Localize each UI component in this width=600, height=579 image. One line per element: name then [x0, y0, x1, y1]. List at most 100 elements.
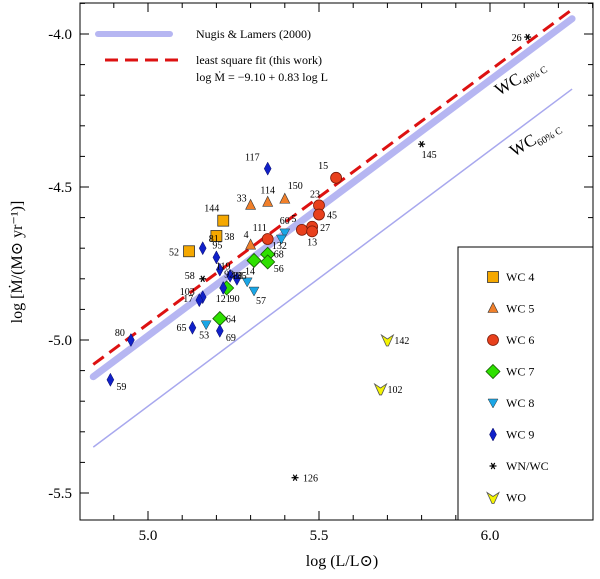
point-label-119: 119 [216, 262, 231, 273]
point-label-45: 45 [327, 211, 337, 222]
wnwc-point-arm [525, 33, 530, 41]
y-tick-label: -4.5 [48, 180, 72, 196]
wc5-point [279, 192, 291, 204]
legend-wc8-marker [487, 398, 499, 409]
point-label-103: 103 [180, 287, 195, 298]
point-label-114: 114 [260, 185, 275, 196]
point-label-126: 126 [303, 474, 318, 485]
wc9-point [226, 268, 234, 283]
wc7-point [260, 254, 276, 270]
wc9-point [106, 372, 115, 387]
wc5-point [245, 198, 257, 210]
legend-wc9-marker [489, 427, 497, 442]
point-label-132: 132 [272, 241, 287, 252]
point-label-145: 145 [422, 150, 437, 161]
point-label-59: 59 [116, 382, 126, 393]
x-tick-label: 6.0 [481, 528, 500, 544]
point-label-111: 111 [253, 223, 267, 234]
x-axis-title: log (L/L⊙) [306, 553, 379, 570]
wnwc-point-arm [200, 275, 205, 283]
legend-wc4-label: WC 4 [506, 270, 534, 284]
point-label-17: 17 [183, 294, 193, 305]
symbol-legend: WC 4 WC 5 WC 6 WC 7 WC 8 WC 9 WN/WC WO [485, 270, 549, 505]
wnwc-point [199, 275, 207, 283]
wc9-point [233, 271, 241, 286]
wc4-point [217, 214, 230, 227]
wc8-point [248, 286, 260, 297]
legend-wc5-label: WC 5 [506, 302, 534, 316]
wc6-point [306, 225, 319, 238]
point-label-56: 56 [274, 264, 284, 275]
point-label-53: 53 [199, 331, 209, 342]
point-label-135: 135 [232, 271, 247, 282]
wc9-point [216, 323, 224, 338]
legend-wc7-label: WC 7 [506, 365, 534, 379]
svg-text:WC60% C: WC60% C [506, 116, 565, 163]
wc4-point [210, 230, 223, 242]
y-tick-label: -4.0 [48, 27, 72, 43]
line-nugis-lamers [89, 15, 576, 381]
point-label-65: 65 [176, 323, 186, 334]
x-tick-label: 5.0 [139, 528, 158, 544]
legend-wc4-marker [487, 271, 499, 283]
wnwc-point [418, 140, 426, 148]
wnwc-point [291, 474, 299, 482]
point-label-15: 15 [318, 161, 328, 172]
wc9-point [216, 262, 224, 277]
wc5-point [262, 195, 274, 207]
point-label-5: 5 [291, 214, 296, 225]
wc60-sub: 60% C [535, 125, 565, 149]
point-label-27: 27 [320, 223, 330, 234]
wc6-point [261, 233, 274, 245]
point-label-4: 4 [244, 230, 249, 241]
point-label-80: 80 [115, 328, 125, 339]
legend-wo-marker [486, 491, 500, 504]
point-label-38: 38 [224, 232, 234, 243]
legend-wc9-label: WC 9 [506, 428, 534, 442]
legend-wnwc-marker [489, 462, 497, 470]
y-tick-label: -5.0 [48, 333, 72, 349]
point-label-69: 69 [226, 333, 236, 344]
point-label-121: 121 [216, 294, 231, 305]
wc7-point [246, 252, 262, 269]
wc7-point [212, 311, 228, 327]
point-label-150: 150 [288, 181, 303, 192]
wc8-point [200, 320, 212, 331]
legend-wc5-marker [487, 301, 499, 313]
point-label-88: 88 [233, 271, 243, 282]
point-label-57: 57 [256, 296, 266, 307]
wo-point [380, 333, 395, 347]
wc9-point [188, 320, 197, 335]
wc9-point [219, 280, 228, 296]
legend-fit-label: least square fit (this work) [196, 53, 322, 67]
wc9-point [127, 332, 135, 348]
y-axis-title: log [Ṁ/(M⊙ yr⁻¹)] [8, 201, 26, 324]
wo-point [373, 382, 388, 396]
wc5-point [245, 238, 257, 250]
wc6-point [330, 171, 343, 184]
point-label-64: 64 [226, 315, 236, 326]
wc8-point [241, 277, 253, 288]
wc9-point [195, 293, 204, 308]
legend-wc6-label: WC 6 [506, 333, 534, 347]
point-label-23: 23 [310, 189, 320, 200]
wc40-sub: 40% C [520, 64, 550, 88]
point-label-142: 142 [394, 336, 409, 347]
legend-wnwc-label: WN/WC [506, 459, 549, 473]
legend-wc8-label: WC 8 [506, 396, 534, 410]
point-label-60: 60 [280, 216, 290, 227]
x-tick-label: 5.5 [310, 528, 329, 544]
wc9-point [263, 161, 272, 176]
wc8-point [279, 228, 291, 239]
line-legend: Nugis & Lamers (2000) least square fit (… [95, 27, 328, 84]
wnwc-point-arm [419, 140, 424, 148]
point-label-92: 92 [224, 270, 234, 281]
point-label-13: 13 [307, 237, 317, 248]
point-label-68: 68 [274, 249, 284, 260]
legend-nugis-label: Nugis & Lamers (2000) [196, 27, 311, 41]
fit-equation: log Ṁ = −9.10 + 0.83 log L [196, 70, 328, 84]
point-label-81: 81 [209, 234, 219, 245]
line-wc60 [92, 88, 573, 448]
